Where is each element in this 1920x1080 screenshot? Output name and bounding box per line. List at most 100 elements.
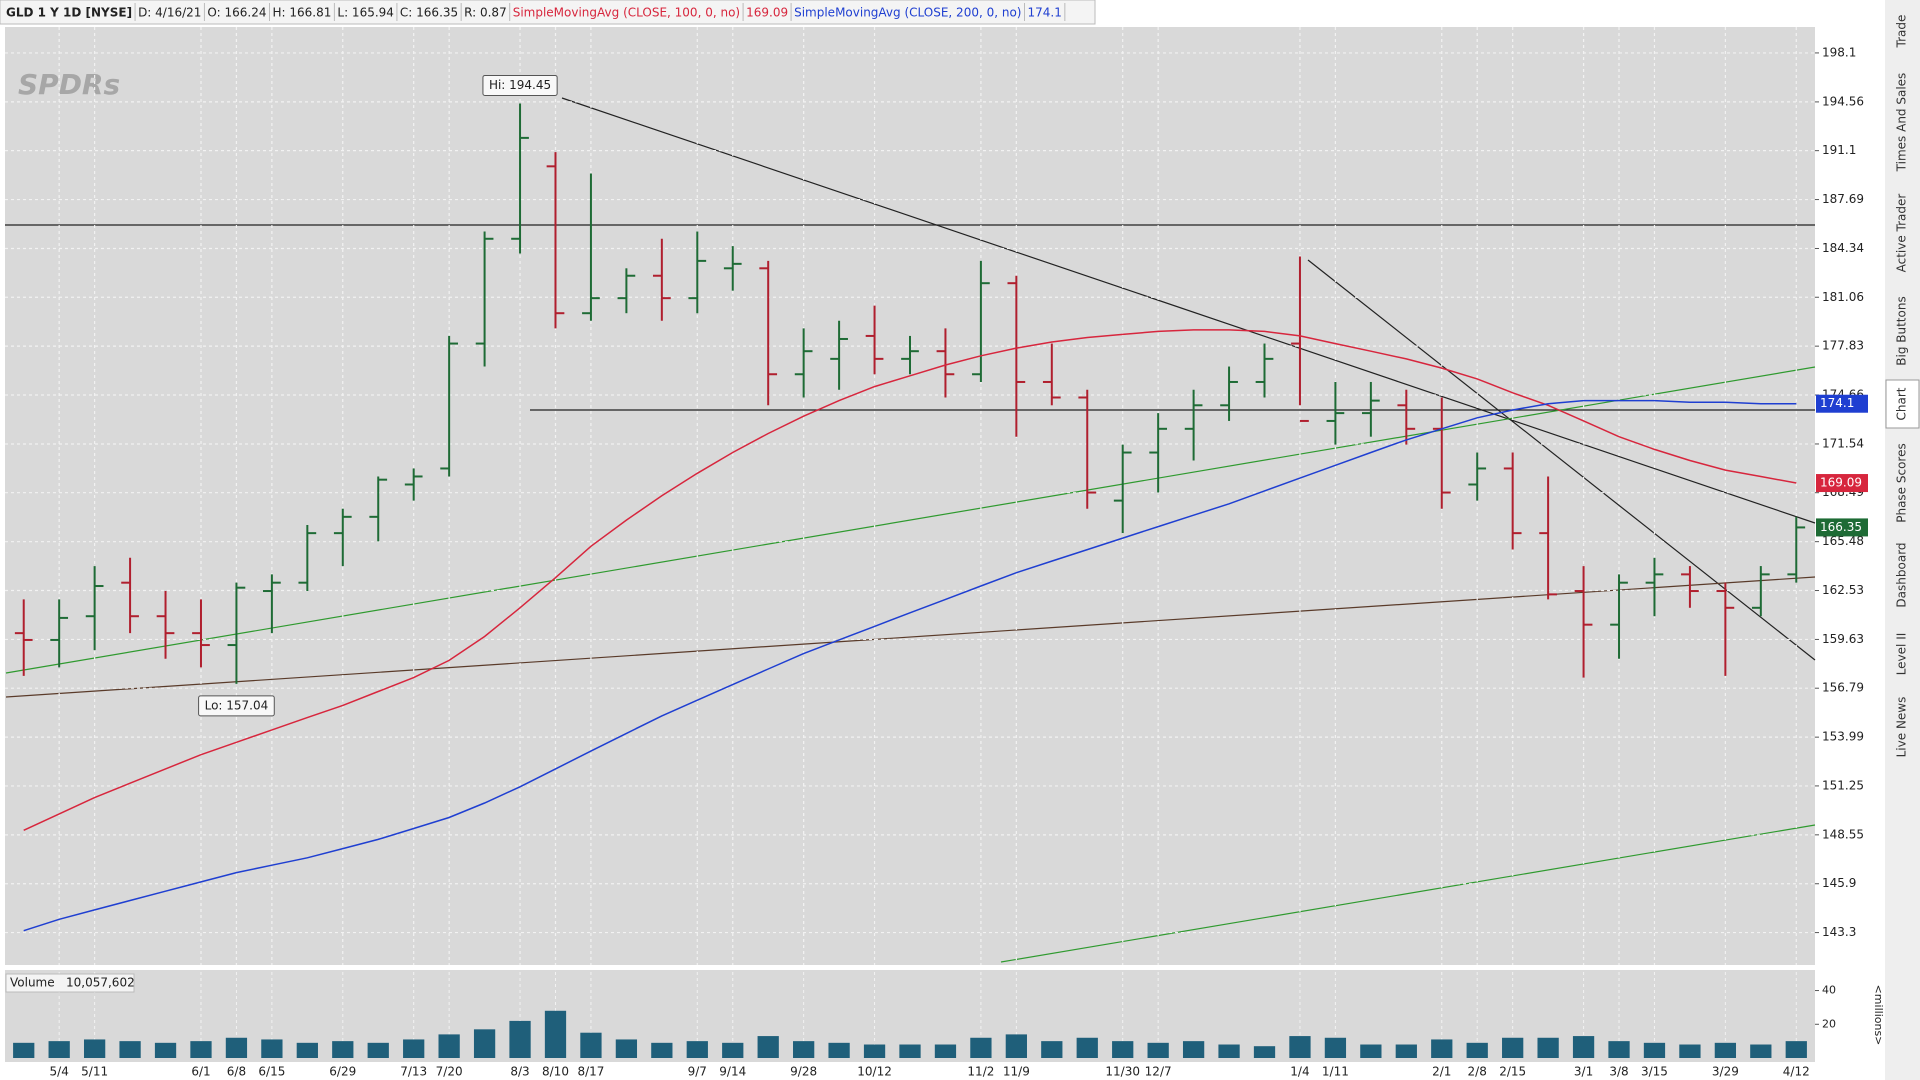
sidebar-tab[interactable]: Level II xyxy=(1895,633,1909,676)
moving-average xyxy=(23,399,1797,932)
y-tick-label: 156.79 xyxy=(1822,681,1864,695)
volume-bar xyxy=(1750,1044,1772,1058)
sidebar xyxy=(1885,0,1920,1080)
annotation-box xyxy=(198,695,275,717)
volume-bar xyxy=(934,1044,957,1058)
x-tick-label: 11/9 xyxy=(1003,1065,1030,1079)
volume-bar xyxy=(1253,1046,1276,1058)
volume-bar xyxy=(83,1039,106,1058)
price-box xyxy=(1816,518,1868,537)
sidebar-tab[interactable]: Times And Sales xyxy=(1895,73,1909,173)
volume-bar xyxy=(828,1042,850,1058)
x-tick-label: 3/8 xyxy=(1609,1065,1628,1079)
header-item: D: 4/16/21 xyxy=(138,6,201,20)
volume-bar xyxy=(367,1042,389,1058)
volume-bar xyxy=(580,1032,602,1058)
x-tick-label: 8/10 xyxy=(542,1065,569,1079)
volume-last: 10,057,602 xyxy=(66,976,135,990)
header-item: 174.1 xyxy=(1027,6,1061,20)
volume-bar xyxy=(1182,1041,1205,1058)
x-tick-label: 11/2 xyxy=(967,1065,994,1079)
volume-bar xyxy=(119,1041,141,1058)
y-tick-label: 162.53 xyxy=(1822,583,1864,597)
x-tick-label: 2/1 xyxy=(1432,1065,1451,1079)
sidebar-tab[interactable]: Chart xyxy=(1895,387,1909,420)
volume-title-box xyxy=(5,973,135,993)
y-tick-label: 40 xyxy=(1822,984,1836,997)
x-tick-label: 12/7 xyxy=(1145,1065,1172,1079)
y-tick-label: 198.1 xyxy=(1822,45,1856,59)
x-tick-label: 4/12 xyxy=(1783,1065,1810,1079)
x-tick-label: 10/12 xyxy=(857,1065,892,1079)
volume-bar xyxy=(1112,1041,1134,1058)
volume-bar xyxy=(261,1039,283,1058)
y-tick-label: 177.83 xyxy=(1822,339,1864,353)
x-tick-label: 6/1 xyxy=(191,1065,210,1079)
volume-bar xyxy=(1714,1042,1737,1058)
price-box xyxy=(1816,394,1868,413)
header-item: SimpleMovingAvg (CLOSE, 200, 0, no) xyxy=(794,6,1021,20)
volume-bar xyxy=(1147,1042,1169,1058)
volume-bar xyxy=(1785,1041,1807,1058)
header-item: GLD 1 Y 1D [NYSE] xyxy=(6,6,132,20)
annotation: Hi: 194.45 xyxy=(489,78,551,92)
sidebar-tab[interactable]: Trade xyxy=(1895,15,1909,49)
x-tick-label: 11/30 xyxy=(1105,1065,1140,1079)
sidebar-tab[interactable]: Live News xyxy=(1895,697,1909,758)
volume-bar xyxy=(1679,1044,1701,1058)
sidebar-tab[interactable]: Active Trader xyxy=(1895,194,1909,273)
volume-bar xyxy=(1360,1044,1382,1058)
x-tick-label: 7/20 xyxy=(436,1065,463,1079)
sidebar-tab[interactable]: Phase Scores xyxy=(1895,443,1909,523)
volume-bar xyxy=(438,1034,460,1058)
volume-bar xyxy=(154,1042,177,1058)
volume-bar xyxy=(13,1042,35,1058)
volume-bar xyxy=(1643,1042,1666,1058)
price-box xyxy=(1816,474,1868,493)
price-box-label: 174.1 xyxy=(1820,396,1854,410)
header-bar xyxy=(0,0,1096,25)
price-panel xyxy=(5,27,1815,965)
header-item: 169.09 xyxy=(746,6,788,20)
volume-bar xyxy=(757,1036,779,1058)
volume-bar xyxy=(793,1041,815,1058)
volume-bar xyxy=(1218,1044,1240,1058)
y-tick-label: 181.06 xyxy=(1822,290,1864,304)
x-tick-label: 7/13 xyxy=(400,1065,427,1079)
volume-bar xyxy=(473,1029,496,1058)
volume-bar xyxy=(225,1037,248,1058)
trend-line xyxy=(5,366,1816,674)
header-item: L: 165.94 xyxy=(337,6,394,20)
header-item: C: 166.35 xyxy=(400,6,458,20)
x-tick-label: 2/15 xyxy=(1499,1065,1526,1079)
volume-bar xyxy=(863,1044,886,1058)
x-tick-label: 8/3 xyxy=(510,1065,529,1079)
moving-average xyxy=(23,329,1797,831)
volume-bar xyxy=(651,1042,673,1058)
x-tick-label: 9/14 xyxy=(719,1065,746,1079)
trend-line xyxy=(5,576,1816,698)
volume-bar xyxy=(1608,1041,1630,1058)
trend-line xyxy=(1307,259,1816,661)
x-tick-label: 1/4 xyxy=(1290,1065,1309,1079)
sidebar-tab-active xyxy=(1885,379,1920,429)
header-item: O: 166.24 xyxy=(207,6,266,20)
volume-bar xyxy=(1395,1044,1417,1058)
y-tick-label: 187.69 xyxy=(1822,192,1864,206)
volume-bar xyxy=(1572,1036,1595,1058)
y-tick-label: 145.9 xyxy=(1822,876,1856,890)
price-box-label: 166.35 xyxy=(1820,520,1862,534)
y-tick-label: 20 xyxy=(1822,1017,1836,1030)
volume-bar xyxy=(332,1041,354,1058)
sidebar-tab[interactable]: Big Buttons xyxy=(1895,296,1909,365)
y-axis-label: <millions> xyxy=(1872,985,1885,1046)
volume-bar xyxy=(509,1020,531,1058)
x-tick-label: 2/8 xyxy=(1468,1065,1487,1079)
sidebar-tab[interactable]: Dashboard xyxy=(1895,542,1909,607)
volume-bar xyxy=(296,1042,318,1058)
y-tick-label: 191.1 xyxy=(1822,143,1856,157)
volume-bar xyxy=(190,1041,212,1058)
volume-bar xyxy=(1076,1037,1098,1058)
